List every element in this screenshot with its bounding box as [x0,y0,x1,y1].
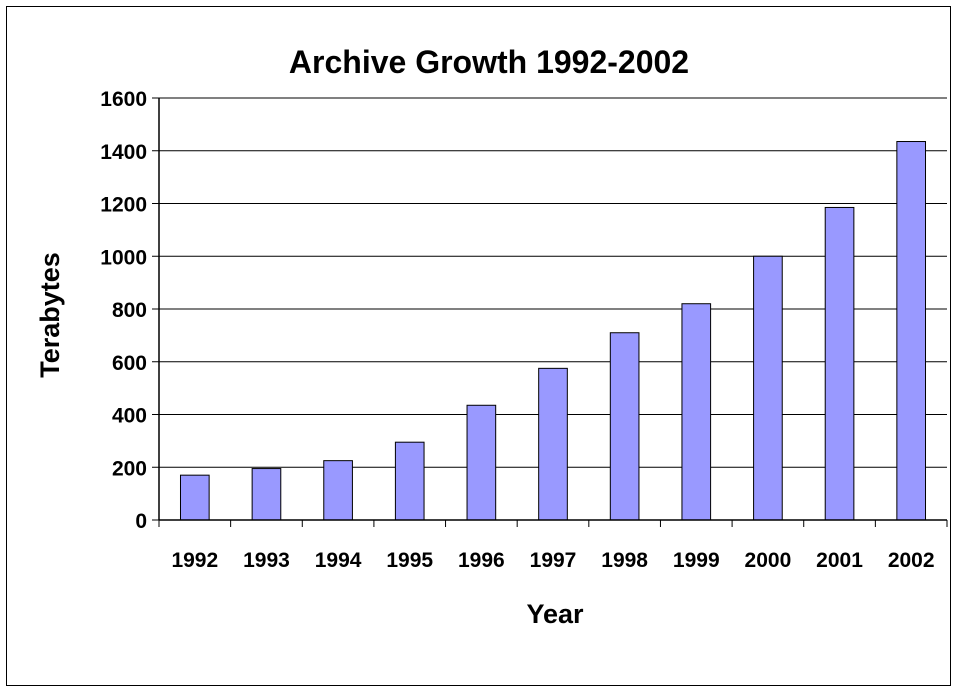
bar-2002 [896,141,927,521]
x-tick-labels: 1992 1993 1994 1995 1996 1997 1998 1999 2000 2001… [171,549,934,572]
y-tick-label: 200 [112,457,147,480]
bars [179,141,927,521]
x-tick-label: 2001 [816,549,863,572]
x-tick-label: 2002 [888,549,935,572]
y-tick-label: 400 [112,405,147,428]
x-tick-label: 1993 [243,549,290,572]
y-tick-label: 800 [112,299,147,322]
x-tick-label: 1995 [386,549,433,572]
bar-1992 [179,474,210,521]
bar-1996 [466,404,497,521]
y-tick-label: 1200 [100,194,147,217]
bar-1994 [323,460,353,521]
chart-frame: Archive Growth 1992-2002 Terabytes Year … [6,6,951,686]
x-tick-label: 1999 [673,549,720,572]
y-tick-label: 1600 [100,88,147,111]
x-tick-label: 1996 [458,549,505,572]
y-tick-label: 1000 [100,246,147,269]
bar-2001 [824,206,855,521]
bar-1997 [538,367,568,521]
bar-2000 [753,255,783,521]
y-tick-label: 0 [135,510,147,533]
bar-1995 [394,441,425,521]
y-tick-label: 600 [112,352,147,375]
x-tick-label: 2000 [745,549,792,572]
x-tick-label: 1994 [315,549,362,572]
chart-title: Archive Growth 1992-2002 [289,44,689,80]
y-axis-label: Terabytes [35,252,65,378]
x-tick-label: 1998 [601,549,648,572]
x-tick-label: 1997 [530,549,577,572]
axes [152,97,948,527]
y-tick-labels: 0 200 400 600 800 1000 1200 1400 1600 [100,88,147,533]
bar-1993 [251,468,282,521]
x-tick-label: 1992 [171,549,218,572]
y-tick-label: 1400 [100,141,147,164]
x-axis-label: Year [526,599,584,629]
bar-1998 [609,332,640,521]
gridlines [159,97,947,468]
bar-1999 [681,303,712,521]
bar-chart: Archive Growth 1992-2002 Terabytes Year … [35,44,948,629]
